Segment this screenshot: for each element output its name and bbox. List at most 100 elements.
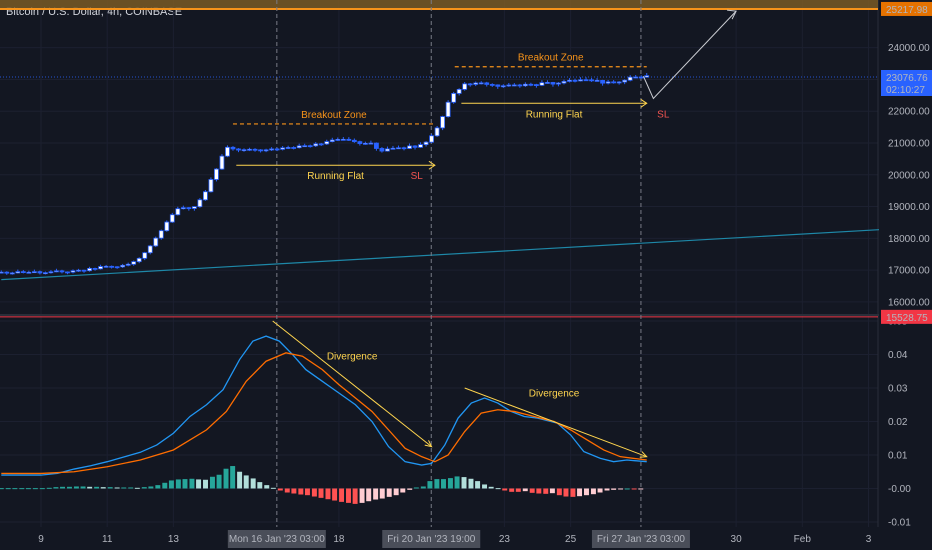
macd-histogram-bar xyxy=(590,488,596,495)
macd-histogram-bar xyxy=(352,488,358,504)
macd-histogram-bar xyxy=(298,488,304,495)
candle xyxy=(567,79,572,82)
candle xyxy=(605,81,611,84)
macd-histogram-bar xyxy=(141,487,147,489)
candle xyxy=(274,148,280,151)
candle xyxy=(158,230,164,239)
divergence-label: Divergence xyxy=(327,352,378,363)
candle xyxy=(313,143,319,147)
macd-histogram-bar xyxy=(182,479,188,489)
candle xyxy=(65,271,70,274)
candle xyxy=(114,266,120,269)
candle xyxy=(550,82,556,85)
candle xyxy=(120,264,126,268)
candle xyxy=(329,139,335,142)
candle xyxy=(340,138,346,141)
tp-price-badge-text: 25217.98 xyxy=(886,5,928,16)
candle xyxy=(15,271,21,274)
candle xyxy=(48,271,54,274)
macd-histogram-bar xyxy=(502,488,508,491)
macd-histogram-bar xyxy=(468,478,474,489)
macd-histogram-bar xyxy=(563,488,569,497)
stop-loss-label: SL xyxy=(411,171,424,182)
candle xyxy=(616,81,622,84)
divergence-arrow xyxy=(272,320,432,448)
candle xyxy=(142,252,148,259)
tp-path-arrow xyxy=(642,10,737,100)
tp-price-badge: 25217.98 xyxy=(881,1,932,16)
candle xyxy=(440,116,446,129)
candle xyxy=(462,83,468,90)
candle xyxy=(489,84,495,86)
candle xyxy=(175,208,181,216)
time-tick-label: 23 xyxy=(499,534,511,545)
macd-histogram-bar xyxy=(203,479,208,489)
macd-histogram-bar xyxy=(332,488,338,501)
macd-histogram-bar xyxy=(346,488,351,503)
candle xyxy=(445,101,451,118)
candle xyxy=(622,79,628,83)
candle xyxy=(81,269,87,272)
candle xyxy=(169,214,175,223)
candle xyxy=(4,271,10,274)
macd-histogram-bar xyxy=(570,488,576,497)
macd-histogram-bar xyxy=(270,487,276,489)
macd-histogram-bar xyxy=(441,479,446,489)
time-tick-label: 3 xyxy=(866,534,872,545)
candle xyxy=(291,147,297,149)
price-tick-label: 18000.00 xyxy=(888,234,930,245)
candle xyxy=(429,135,434,143)
candle xyxy=(103,265,109,268)
candle xyxy=(418,144,423,148)
lower-level-badge: 15528.75 xyxy=(881,309,932,324)
arrow-head xyxy=(428,160,436,170)
candle xyxy=(412,145,418,148)
macd-histogram-bar xyxy=(250,478,256,489)
time-tick-label: 9 xyxy=(38,534,44,545)
candle xyxy=(495,84,501,87)
macd-histogram-bar xyxy=(94,486,100,489)
macd-histogram-bar xyxy=(264,485,270,489)
arrow-head xyxy=(640,98,648,108)
candle xyxy=(600,80,605,84)
candle xyxy=(302,145,308,148)
macd-histogram-bar xyxy=(87,486,93,489)
candle xyxy=(368,142,374,145)
candle xyxy=(379,148,385,152)
macd-histogram-bar xyxy=(175,479,181,489)
candle xyxy=(191,206,197,209)
candle xyxy=(136,257,142,263)
time-marker-badge xyxy=(382,530,481,548)
macd-histogram-bar xyxy=(618,488,624,490)
macd-histogram-bar xyxy=(407,488,413,490)
macd-histogram-bar xyxy=(427,481,433,489)
candle xyxy=(125,263,131,266)
macd-histogram-bar xyxy=(611,488,617,490)
macd-histogram-bar xyxy=(339,488,345,502)
candle xyxy=(76,269,81,272)
candle xyxy=(54,270,59,273)
macd-tick-label: 0.04 xyxy=(888,350,908,361)
macd-histogram-bar xyxy=(509,488,515,492)
candle xyxy=(522,83,528,87)
arrow-head xyxy=(424,440,433,448)
macd-histogram-bar xyxy=(291,488,297,494)
candle xyxy=(208,179,214,193)
candle xyxy=(225,146,230,157)
macd-histogram-bar xyxy=(304,488,310,496)
macd-tick-label: -0.01 xyxy=(888,517,911,528)
candle xyxy=(627,76,633,81)
candle xyxy=(484,82,490,85)
macd-histogram-bar xyxy=(359,488,365,503)
candle xyxy=(478,82,484,85)
macd-histogram-bar xyxy=(638,488,644,490)
macd-histogram-bar xyxy=(536,488,542,494)
moving-average-line xyxy=(1,228,896,281)
candle xyxy=(633,76,639,79)
macd-histogram-bar xyxy=(577,488,583,497)
macd-histogram-bar xyxy=(168,480,174,489)
time-marker-label: Fri 20 Jan '23 19:00 xyxy=(387,534,476,545)
macd-histogram-bar xyxy=(461,477,467,489)
macd-line xyxy=(1,335,647,476)
